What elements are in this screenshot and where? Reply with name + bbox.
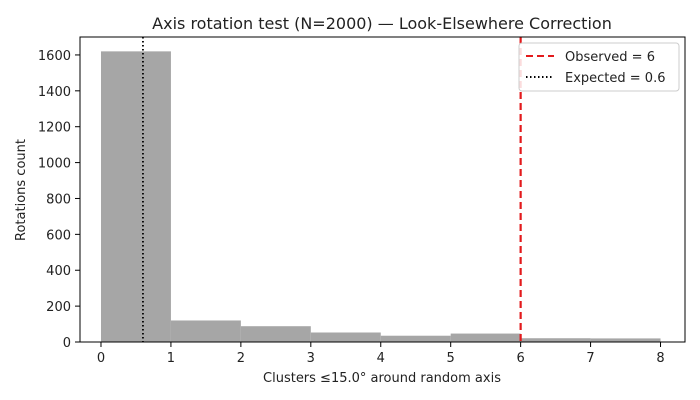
x-tick-label: 7: [586, 351, 594, 366]
legend: Observed = 6 Expected = 0.6: [518, 42, 680, 92]
y-tick-label: 1400: [38, 85, 71, 100]
y-tick-label: 400: [46, 264, 71, 279]
x-ticks-group: 0 1 2 3 4 5 6 7 8: [97, 342, 665, 366]
y-axis-label: Rotations count: [14, 139, 29, 241]
x-tick-label: 4: [377, 351, 385, 366]
plot-frame: [79, 36, 686, 343]
legend-label-expected: Expected = 0.6: [565, 71, 665, 86]
y-tick-label: 200: [46, 300, 71, 315]
histogram-bar-3: [310, 332, 381, 342]
y-tick-label: 600: [46, 228, 71, 243]
x-tick-label: 6: [516, 351, 524, 366]
legend-label-observed: Observed = 6: [565, 50, 655, 65]
legend-box: [518, 42, 680, 92]
x-tick-label: 8: [656, 351, 664, 366]
y-tick-label: 1600: [38, 49, 71, 64]
y-ticks-group: 0 200 400 600 800 1000 1200 1400 1600: [38, 49, 80, 351]
histogram-bar-7: [590, 338, 661, 342]
x-tick-label: 5: [447, 351, 455, 366]
y-tick-label: 1000: [38, 157, 71, 172]
chart-title: Axis rotation test (N=2000) — Look-Elsew…: [152, 14, 612, 33]
y-tick-label: 1200: [38, 121, 71, 136]
x-tick-label: 3: [307, 351, 315, 366]
histogram-bar-6: [520, 338, 591, 342]
x-tick-label: 2: [237, 351, 245, 366]
histogram-bar-1: [170, 320, 241, 342]
x-axis-label: Clusters ≤15.0° around random axis: [263, 371, 501, 386]
histogram-bar-4: [380, 335, 451, 342]
bars-group: [100, 51, 661, 343]
y-tick-label: 0: [63, 336, 71, 351]
histogram-bar-5: [450, 333, 521, 342]
y-tick-label: 800: [46, 192, 71, 207]
histogram-bar-2: [240, 326, 311, 342]
histogram-bar-0: [100, 51, 171, 343]
x-tick-label: 1: [167, 351, 175, 366]
x-tick-label: 0: [97, 351, 105, 366]
